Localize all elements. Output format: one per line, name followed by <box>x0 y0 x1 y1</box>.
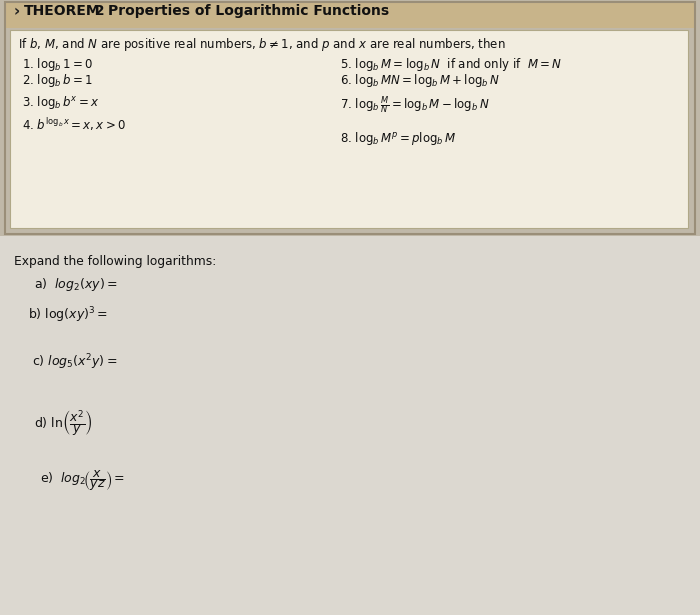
Text: ›: › <box>14 4 20 19</box>
Text: 6. $\log_b MN = \log_b M + \log_b N$: 6. $\log_b MN = \log_b M + \log_b N$ <box>340 72 500 89</box>
Text: 5. $\log_b M = \log_b N$  if and only if  $M = N$: 5. $\log_b M = \log_b N$ if and only if … <box>340 56 562 73</box>
Text: 7. $\log_b \frac{M}{N} = \log_b M - \log_b N$: 7. $\log_b \frac{M}{N} = \log_b M - \log… <box>340 94 489 116</box>
Bar <box>5 2 695 28</box>
Text: a)  $\mathit{log}_2(xy)=$: a) $\mathit{log}_2(xy)=$ <box>34 276 118 293</box>
Text: b) $\log(xy)^3 =$: b) $\log(xy)^3 =$ <box>28 305 108 325</box>
Text: 2: 2 <box>90 4 109 18</box>
Text: 3. $\log_b b^x = x$: 3. $\log_b b^x = x$ <box>22 94 99 111</box>
Text: Expand the following logarithms:: Expand the following logarithms: <box>14 255 216 268</box>
Text: 8. $\log_b M^p = p \log_b M$: 8. $\log_b M^p = p \log_b M$ <box>340 130 456 147</box>
Text: d) $\ln\!\left(\dfrac{x^2}{y}\right)$: d) $\ln\!\left(\dfrac{x^2}{y}\right)$ <box>34 408 93 438</box>
Text: Properties of Logarithmic Functions: Properties of Logarithmic Functions <box>108 4 389 18</box>
Text: e)  $\mathit{log}_2\!\left(\dfrac{x}{yz}\right) =$: e) $\mathit{log}_2\!\left(\dfrac{x}{yz}\… <box>40 468 125 493</box>
Text: 1. $\log_b 1 = 0$: 1. $\log_b 1 = 0$ <box>22 56 93 73</box>
Bar <box>10 30 688 228</box>
Bar <box>0 236 700 615</box>
Text: If $b$, $M$, and $N$ are positive real numbers, $b \neq 1$, and $p$ and $x$ are : If $b$, $M$, and $N$ are positive real n… <box>18 36 505 53</box>
Text: THEOREM: THEOREM <box>24 4 101 18</box>
Text: 2. $\log_b b = 1$: 2. $\log_b b = 1$ <box>22 72 92 89</box>
Text: c) $\mathit{log}_5(x^2y) =$: c) $\mathit{log}_5(x^2y) =$ <box>32 352 118 371</box>
Text: 4. $b^{\log_b x} = x, x > 0$: 4. $b^{\log_b x} = x, x > 0$ <box>22 116 126 133</box>
